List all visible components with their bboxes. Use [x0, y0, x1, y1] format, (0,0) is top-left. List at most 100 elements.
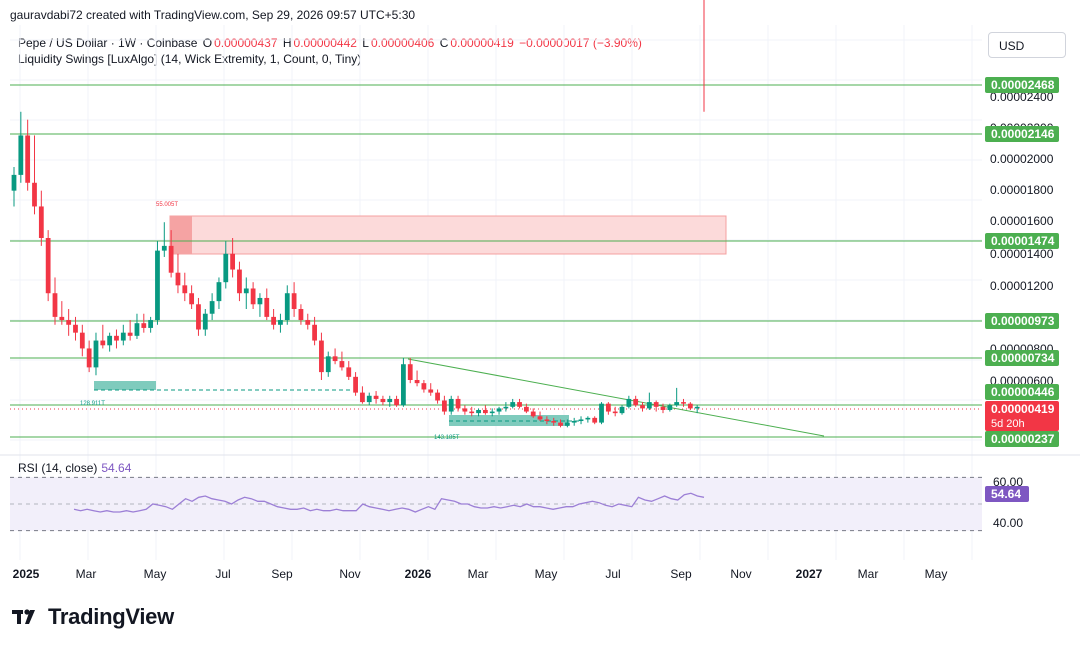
candle-body	[353, 376, 358, 393]
last-price-badge	[985, 401, 1059, 431]
level-price-label: 0.00001474	[991, 234, 1055, 248]
level-price-badge	[985, 233, 1059, 249]
rsi-upper-label: 60.00	[993, 475, 1023, 489]
volume-annotation: 128.911T	[80, 401, 105, 407]
candle-body	[660, 406, 666, 410]
candle-body	[510, 402, 516, 407]
candle-body	[332, 356, 338, 362]
candle-body	[462, 408, 468, 412]
rsi-value-label: 54.64	[991, 487, 1021, 501]
time-tick-label: Jul	[215, 567, 230, 581]
candle-body	[517, 402, 522, 407]
candle-body	[11, 174, 17, 191]
level-price-label: 0.00002146	[991, 127, 1055, 141]
candle-body	[694, 406, 700, 409]
price-tick-label: 0.00001600	[990, 214, 1054, 228]
candle-body	[558, 422, 563, 426]
candle-body	[93, 340, 99, 368]
candle-body	[73, 324, 78, 333]
candle-body	[230, 253, 236, 270]
level-price-badge	[985, 350, 1059, 366]
level-price-label: 0.00000973	[991, 314, 1055, 328]
level-price-label: 0.00002468	[991, 78, 1055, 92]
time-tick-label: Nov	[339, 567, 360, 581]
currency-button[interactable]: USD	[988, 32, 1066, 58]
level-price-badge	[985, 313, 1059, 329]
candle-body	[482, 409, 488, 414]
candle-body	[264, 297, 270, 317]
candle-body	[223, 253, 229, 283]
candle-body	[469, 411, 475, 414]
rsi-lower-label: 40.00	[993, 516, 1023, 530]
candle-body	[298, 309, 304, 321]
candle-body	[592, 417, 598, 423]
candle-body	[32, 182, 37, 207]
time-tick-label: Sep	[271, 567, 293, 581]
candle-body	[339, 361, 345, 368]
candle-body	[551, 421, 557, 423]
candle-body	[25, 135, 31, 183]
candle-body	[271, 316, 276, 325]
candle-body	[52, 293, 58, 317]
candle-body	[107, 335, 113, 346]
candle-body	[537, 416, 543, 420]
candle-body	[114, 335, 119, 341]
candle-body	[209, 301, 215, 314]
liquidity-zone-low-1	[94, 381, 156, 390]
candle-body	[687, 403, 693, 409]
low-label: L	[362, 36, 369, 50]
candle-body	[202, 313, 208, 330]
tradingview-brand[interactable]: TradingView	[12, 604, 174, 630]
countdown-label: 5d 20h	[991, 418, 1025, 430]
candle-body	[564, 422, 570, 426]
time-tick-label: 2027	[796, 567, 823, 581]
candle-body	[599, 403, 604, 423]
candle-body	[312, 324, 317, 341]
level-price-badge	[985, 126, 1059, 142]
trend-line	[407, 358, 825, 437]
candle-body	[496, 408, 502, 412]
candle-body	[59, 316, 65, 321]
candle-body	[86, 348, 92, 368]
level-price-label: 0.00000446	[991, 385, 1055, 399]
rsi-value-badge	[985, 486, 1029, 502]
candle-body	[66, 320, 72, 325]
candle-body	[373, 395, 379, 399]
candle-body	[175, 272, 181, 286]
candle-body	[455, 398, 461, 409]
last-price-label: 0.00000419	[991, 402, 1055, 416]
level-price-badge	[985, 384, 1059, 400]
candle-body	[237, 269, 242, 294]
high-label: H	[282, 36, 292, 50]
close-label: C	[439, 36, 449, 50]
time-tick-label: May	[535, 567, 558, 581]
candle-body	[674, 402, 680, 406]
candle-body	[626, 398, 632, 407]
volume-annotation: 55.005T	[156, 202, 178, 208]
candle-body	[120, 332, 126, 341]
candle-body	[530, 411, 536, 417]
time-tick-label: Sep	[670, 567, 692, 581]
candle-body	[435, 392, 440, 401]
liquidity-zone-high	[169, 215, 727, 255]
candle-body	[544, 419, 550, 422]
candle-body	[100, 340, 106, 346]
rsi-label[interactable]: RSI (14, close)	[18, 461, 98, 475]
level-price-label: 0.00000237	[991, 432, 1055, 446]
candle-body	[585, 417, 591, 420]
indicator-label[interactable]: Liquidity Swings [LuxAlgo] (14, Wick Ext…	[18, 52, 362, 66]
candle-body	[168, 245, 174, 273]
time-tick-label: 2025	[13, 567, 40, 581]
candle-body	[141, 323, 147, 328]
candle-body	[578, 419, 584, 422]
candle-body	[421, 383, 427, 390]
candle-body	[196, 304, 201, 330]
time-tick-label: May	[925, 567, 948, 581]
candle-body	[366, 395, 372, 403]
volume-annotation: 143.185T	[434, 435, 460, 441]
candle-body	[681, 402, 686, 404]
candle-body	[407, 364, 413, 380]
candle-body	[250, 288, 256, 305]
time-tick-label: Mar	[76, 567, 97, 581]
